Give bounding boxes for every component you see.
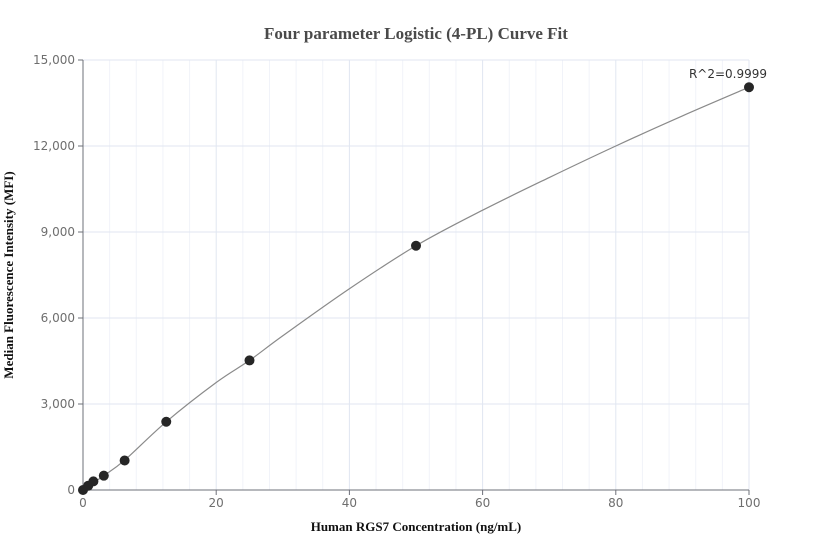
y-tick-label: 0: [67, 483, 75, 497]
data-point: [119, 455, 130, 466]
x-tick-label: 80: [608, 496, 623, 510]
x-tick-label: 60: [475, 496, 490, 510]
data-point: [244, 355, 255, 366]
x-tick-label: 20: [209, 496, 224, 510]
y-tick-label: 9,000: [41, 225, 75, 239]
y-tick-label: 6,000: [41, 311, 75, 325]
x-axis-ticks: 0 20 40 60 80 100: [79, 490, 760, 510]
data-point: [744, 82, 754, 93]
axes: [82, 60, 749, 491]
r-squared-annotation: R^2=0.9999: [689, 67, 767, 81]
fit-curve: [82, 86, 750, 491]
data-points: [78, 82, 754, 495]
data-point: [411, 240, 421, 251]
y-axis-ticks: 0 3,000 6,000 9,000 12,000 15,000: [33, 53, 83, 497]
y-tick-label: 3,000: [41, 397, 75, 411]
chart-title: Four parameter Logistic (4-PL) Curve Fit: [264, 24, 568, 43]
data-point: [88, 476, 99, 487]
y-tick-label: 15,000: [33, 53, 75, 67]
y-tick-label: 12,000: [33, 139, 75, 153]
x-tick-label: 0: [79, 496, 87, 510]
x-axis-title: Human RGS7 Concentration (ng/mL): [311, 519, 522, 534]
y-axis-title: Median Fluorescence Intensity (MFI): [1, 171, 16, 378]
x-tick-label: 40: [342, 496, 357, 510]
grid-lines: [83, 59, 750, 490]
data-point: [161, 416, 172, 427]
x-tick-label: 100: [738, 496, 761, 510]
data-point: [98, 470, 109, 481]
